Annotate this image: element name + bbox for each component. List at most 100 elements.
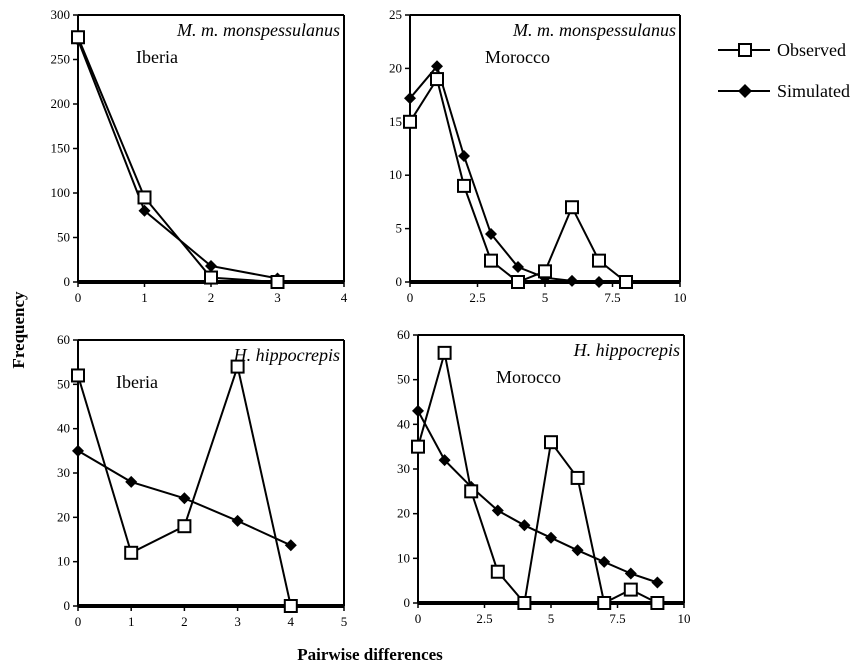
y-tick-label: 0 — [404, 595, 411, 610]
x-tick-label: 10 — [674, 290, 687, 305]
legend-simulated-label: Simulated — [777, 81, 850, 101]
y-tick-label: 0 — [396, 274, 403, 289]
x-tick-label: 5 — [341, 614, 348, 629]
simulated-point — [566, 274, 578, 287]
species-label: H. hippocrepis — [573, 340, 680, 360]
x-tick-label: 2 — [208, 290, 215, 305]
region-label: Morocco — [496, 367, 561, 387]
simulated-point — [125, 475, 138, 488]
y-tick-label: 20 — [57, 509, 70, 524]
simulated-point — [72, 444, 84, 457]
simulated-series-line — [409, 64, 600, 283]
observed-point — [457, 178, 471, 193]
region-label: Morocco — [485, 47, 550, 67]
x-tick-label: 0 — [75, 290, 82, 305]
y-tick-label: 300 — [51, 7, 71, 22]
species-label: H. hippocrepis — [233, 345, 340, 365]
y-tick-label: 0 — [64, 274, 71, 289]
observed-series-line — [417, 352, 658, 606]
simulated-point — [431, 60, 443, 73]
observed-point — [437, 345, 452, 360]
y-tick-label: 50 — [397, 372, 410, 387]
observed-point — [71, 368, 85, 383]
observed-point — [597, 596, 612, 610]
observed-point — [430, 72, 444, 87]
simulated-point — [231, 514, 244, 527]
x-tick-label: 0 — [415, 611, 422, 626]
y-tick-label: 0 — [64, 598, 71, 613]
y-tick-label: 30 — [57, 465, 70, 480]
observed-point — [124, 545, 139, 560]
observed-point — [484, 253, 498, 268]
observed-point — [490, 564, 505, 579]
y-tick-label: 20 — [389, 60, 402, 75]
y-tick-label: 30 — [397, 461, 410, 476]
observed-point — [230, 359, 245, 374]
y-tick-label: 10 — [389, 167, 402, 182]
observed-point — [137, 190, 152, 205]
legend-observed-label: Observed — [777, 40, 846, 60]
simulated-point — [412, 404, 424, 417]
y-tick-label: 25 — [389, 7, 402, 22]
simulated-point — [138, 204, 151, 217]
observed-point — [177, 519, 192, 534]
observed-point — [544, 435, 558, 450]
region-label: Iberia — [116, 372, 158, 392]
y-tick-label: 40 — [57, 421, 70, 436]
y-tick-label: 60 — [57, 332, 70, 347]
simulated-point — [518, 519, 531, 532]
legend-simulated-marker — [738, 84, 752, 98]
observed-point — [650, 596, 665, 610]
y-tick-label: 5 — [396, 221, 403, 236]
x-tick-label: 0 — [407, 290, 414, 305]
panel-top-right: 0 5 10 15 20 25 0 2.5 5 7.5 10 M. m. monspessulanus… — [389, 7, 687, 305]
simulated-point — [205, 259, 217, 272]
simulated-point — [404, 92, 416, 105]
x-tick-label: 5 — [548, 611, 555, 626]
x-axis-title: Pairwise differences — [297, 645, 443, 664]
simulated-point — [571, 544, 584, 557]
simulated-point — [458, 149, 470, 162]
y-tick-label: 40 — [397, 416, 410, 431]
observed-point — [283, 599, 298, 613]
observed-point — [511, 275, 525, 289]
simulated-point — [284, 539, 297, 552]
y-tick-label: 60 — [397, 327, 410, 342]
x-tick-label: 7.5 — [604, 290, 620, 305]
observed-point — [270, 275, 285, 289]
legend-simulated: Simulated — [718, 81, 850, 101]
legend: Observed Simulated — [718, 40, 850, 101]
region-label: Iberia — [136, 47, 178, 67]
observed-point — [517, 596, 532, 610]
x-tick-label: 7.5 — [609, 611, 625, 626]
simulated-point — [593, 276, 605, 288]
x-tick-label: 5 — [542, 290, 549, 305]
observed-point — [411, 439, 425, 454]
y-tick-label: 50 — [57, 376, 70, 391]
simulated-point — [545, 531, 557, 544]
simulated-point — [491, 504, 504, 517]
y-tick-label: 20 — [397, 506, 410, 521]
observed-point — [71, 30, 85, 45]
x-tick-label: 3 — [234, 614, 241, 629]
simulated-point — [178, 492, 191, 505]
x-tick-label: 1 — [141, 290, 148, 305]
x-tick-label: 2 — [181, 614, 188, 629]
observed-series-line — [77, 362, 292, 607]
simulated-point — [512, 261, 524, 274]
simulated-point — [651, 576, 664, 589]
x-tick-label: 4 — [288, 614, 295, 629]
panel-bottom-left: 0 10 20 30 40 50 60 0 1 2 3 4 5 H. hippocrepis Iberia — [57, 332, 347, 629]
observed-point — [570, 470, 585, 485]
y-tick-label: 50 — [57, 230, 70, 245]
y-tick-label: 100 — [51, 185, 71, 200]
observed-point — [623, 582, 638, 597]
simulated-point — [624, 567, 637, 580]
observed-series-line — [77, 36, 278, 283]
simulated-series-line — [77, 39, 278, 280]
observed-point — [619, 275, 633, 289]
simulated-point — [485, 227, 497, 240]
y-tick-label: 250 — [51, 52, 71, 67]
panel-bottom-right: 0 10 20 30 40 50 60 0 2.5 5 7.5 10 H. hippocrepis Mor… — [397, 327, 691, 626]
